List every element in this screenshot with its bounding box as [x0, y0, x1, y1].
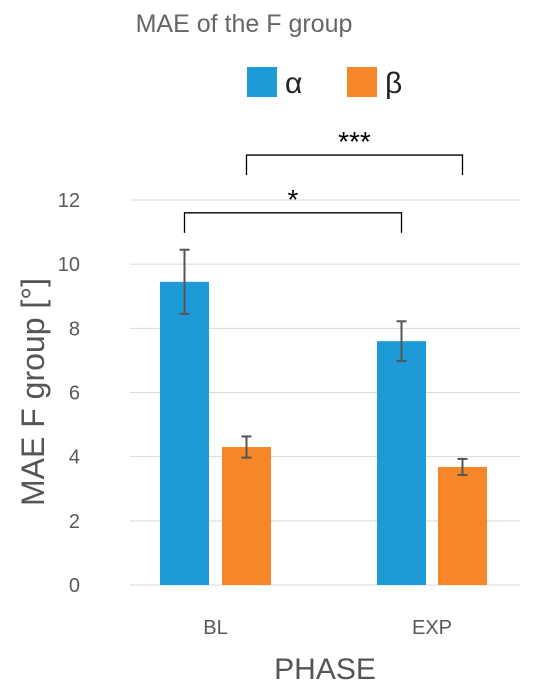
x-tick-labels: BL EXP	[203, 617, 452, 639]
y-tick-labels: 0 2 4 6 8 10 12	[58, 190, 80, 597]
x-tick-label: BL	[203, 617, 227, 639]
legend-label-beta: β	[385, 67, 402, 100]
legend-swatch-beta	[347, 67, 377, 97]
y-tick-label: 2	[69, 511, 80, 533]
bar	[160, 281, 209, 585]
bars	[160, 281, 487, 585]
error-bars	[179, 248, 468, 476]
significance-label: ***	[338, 126, 371, 157]
y-tick-label: 0	[69, 575, 80, 597]
significance-brackets: ****	[183, 126, 464, 233]
y-tick-label: 4	[69, 447, 80, 469]
significance-label: *	[288, 184, 299, 215]
y-tick-label: 12	[58, 190, 80, 212]
x-axis-label: PHASE	[274, 653, 376, 686]
legend: α β	[247, 67, 402, 100]
x-tick-label: EXP	[412, 617, 452, 639]
significance-bracket	[183, 212, 403, 233]
legend-swatch-alpha	[247, 67, 277, 97]
significance-bracket	[245, 154, 464, 176]
bar	[377, 341, 426, 585]
y-tick-label: 8	[69, 318, 80, 340]
bar	[222, 447, 271, 585]
y-tick-label: 6	[69, 383, 80, 405]
y-axis-label: MAE F group [°]	[15, 278, 51, 506]
bar	[438, 466, 487, 585]
chart-title: MAE of the F group	[136, 10, 353, 38]
legend-label-alpha: α	[285, 67, 302, 100]
y-tick-label: 10	[58, 254, 80, 276]
